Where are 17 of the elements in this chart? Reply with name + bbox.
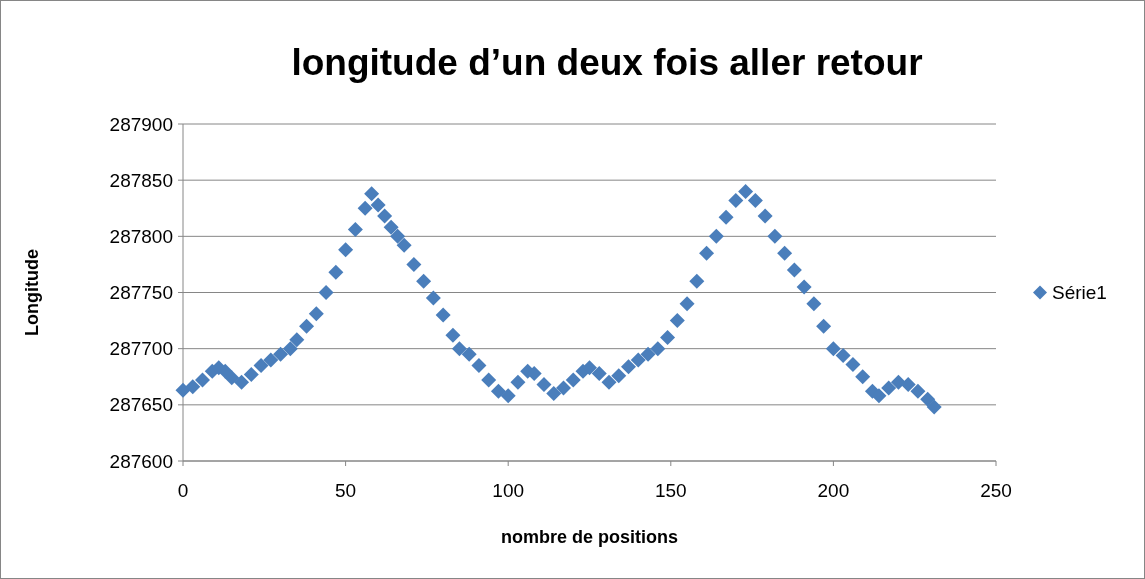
y-tick-label: 287600 <box>109 450 173 472</box>
y-tick-label: 287850 <box>109 169 173 191</box>
x-tick-label: 50 <box>335 480 357 501</box>
y-tick-label: 287750 <box>109 282 173 304</box>
y-axis-title: Longitude <box>22 249 42 336</box>
x-tick-label: 100 <box>492 480 525 501</box>
y-tick-label: 287900 <box>109 113 173 135</box>
x-tick-label: 150 <box>654 480 687 501</box>
legend-label: Série1 <box>1052 282 1107 304</box>
x-tick-label: 250 <box>980 480 1012 501</box>
y-tick-label: 287700 <box>109 338 173 360</box>
x-axis-title: nombre de positions <box>500 527 679 547</box>
y-tick-label: 287800 <box>109 225 173 247</box>
chart-title: longitude d’un deux fois aller retour <box>291 42 923 83</box>
x-tick-label: 0 <box>177 480 189 501</box>
y-tick-label: 287650 <box>109 394 173 416</box>
x-tick-label: 200 <box>817 480 850 501</box>
